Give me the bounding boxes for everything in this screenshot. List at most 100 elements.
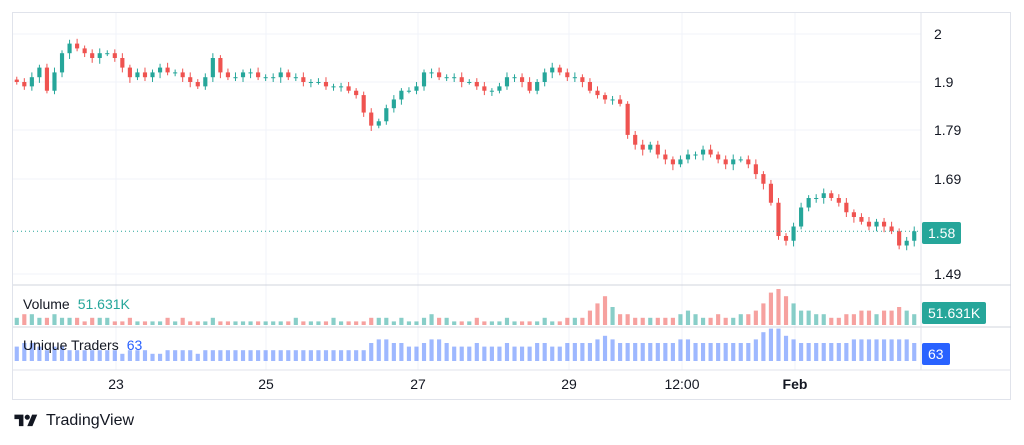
volume-bar: [572, 317, 577, 325]
traders-bar: [821, 343, 826, 361]
traders-bar: [256, 350, 261, 361]
volume-bar: [256, 321, 261, 325]
traders-bar: [414, 346, 419, 361]
volume-bar: [308, 321, 313, 325]
volume-bar: [135, 321, 140, 325]
volume-bar: [519, 321, 525, 325]
traders-bar: [844, 343, 849, 361]
traders-bar: [286, 350, 291, 361]
traders-bar: [316, 350, 321, 361]
traders-bar: [889, 339, 894, 361]
volume-bar: [391, 321, 396, 325]
traders-bar: [135, 350, 140, 361]
volume-bar: [527, 321, 532, 325]
volume-bar: [791, 303, 796, 325]
traders-bar: [738, 343, 743, 361]
volume-bar: [142, 321, 148, 325]
traders-bar: [791, 339, 796, 361]
volume-bar: [22, 314, 27, 325]
traders-bar: [399, 343, 404, 361]
volume-bar: [278, 321, 283, 325]
traders-bar: [444, 343, 449, 361]
volume-bar: [806, 310, 811, 325]
traders-bar: [105, 350, 110, 361]
traders-legend: Unique Traders 63: [23, 337, 142, 353]
candle-body: [799, 207, 804, 227]
traders-bar: [663, 343, 668, 361]
candle-body: [746, 159, 751, 165]
traders-bar: [391, 343, 396, 361]
volume-bar: [761, 303, 766, 325]
traders-bar: [557, 346, 562, 361]
candle-body: [678, 159, 683, 165]
traders-bar: [67, 350, 72, 361]
candle-body: [271, 77, 276, 79]
traders-bar: [308, 350, 313, 361]
traders-bar: [595, 339, 600, 361]
volume-bar: [90, 317, 95, 325]
volume-bar: [346, 321, 351, 325]
traders-bar: [452, 346, 457, 361]
candle-body: [595, 90, 600, 96]
volume-bar: [723, 317, 728, 325]
traders-bar: [376, 339, 381, 361]
volume-bar: [542, 317, 547, 325]
traders-bar: [29, 343, 34, 361]
volume-bar: [429, 314, 434, 325]
traders-bar: [467, 346, 472, 361]
traders-bar: [150, 353, 155, 361]
candle-body: [414, 86, 419, 91]
candle-body: [655, 144, 660, 155]
candle-body: [142, 72, 148, 78]
volume-bar: [173, 321, 178, 325]
volume-bar: [112, 321, 117, 325]
candle-body: [135, 72, 140, 78]
candle-body: [59, 53, 65, 73]
candle-body: [157, 67, 163, 73]
volume-bar: [406, 321, 412, 325]
volume-bar: [851, 314, 856, 325]
traders-badge: 63: [922, 343, 950, 365]
traders-bar: [602, 335, 608, 361]
traders-bar: [610, 339, 615, 361]
volume-bar: [97, 317, 102, 325]
volume-bar: [150, 321, 155, 325]
candle-body: [731, 159, 736, 165]
traders-bar: [271, 350, 276, 361]
volume-bar: [203, 321, 208, 325]
volume-legend-value: 51.631K: [77, 296, 130, 312]
volume-bar: [648, 317, 653, 325]
chart-frame: [12, 12, 1011, 400]
traders-bar: [814, 343, 819, 361]
volume-bar: [753, 310, 758, 325]
traders-bar: [203, 350, 208, 361]
volume-bar: [67, 317, 72, 325]
volume-bar: [75, 317, 80, 325]
traders-bar: [542, 343, 547, 361]
traders-legend-value: 63: [126, 337, 143, 353]
volume-bar: [482, 321, 487, 325]
volume-bar: [467, 321, 472, 325]
traders-bar: [301, 350, 306, 361]
candle-body: [452, 77, 457, 79]
candle-body: [233, 77, 238, 79]
volume-bar: [504, 317, 510, 325]
traders-bar: [346, 350, 351, 361]
traders-bar: [195, 353, 200, 361]
candle-body: [437, 72, 442, 78]
volume-bar: [587, 310, 593, 325]
candle-body: [814, 198, 819, 199]
volume-bar: [452, 321, 457, 325]
volume-bar: [286, 321, 291, 325]
candle-body: [90, 53, 95, 58]
candle-body: [685, 154, 691, 160]
traders-bar: [851, 339, 856, 361]
y-tick-label: 1.9: [934, 74, 954, 90]
candle-body: [361, 95, 366, 113]
volume-bar: [580, 317, 585, 325]
candle-body: [640, 144, 645, 150]
volume-bar: [557, 321, 562, 325]
traders-bar: [369, 343, 374, 361]
tradingview-logo[interactable]: TradingView: [12, 412, 134, 430]
